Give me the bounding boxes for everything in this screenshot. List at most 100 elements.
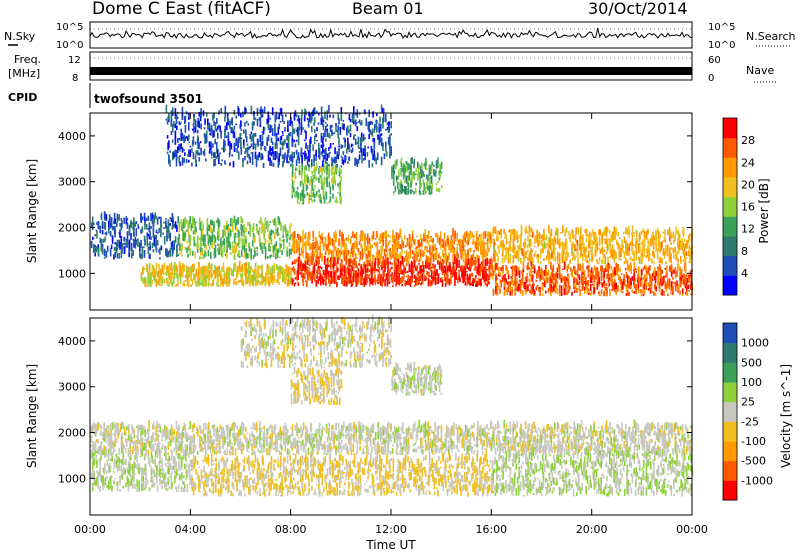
- heatmap-cell: [660, 282, 662, 285]
- heatmap-cell: [246, 278, 249, 284]
- heatmap-cell: [434, 271, 437, 277]
- heatmap-cell: [309, 259, 312, 264]
- heatmap-cell: [397, 259, 400, 267]
- heatmap-cell: [234, 232, 237, 238]
- heatmap-cell: [473, 260, 476, 265]
- heatmap-cell: [208, 282, 211, 286]
- heatmap-cell: [116, 222, 118, 227]
- heatmap-cell: [310, 191, 313, 201]
- heatmap-cell: [172, 265, 175, 271]
- heatmap-cell: [609, 273, 611, 276]
- heatmap-cell: [677, 258, 679, 263]
- heatmap-cell: [507, 273, 510, 277]
- heatmap-cell: [286, 246, 288, 252]
- heatmap-cell: [664, 281, 667, 290]
- heatmap-cell: [498, 285, 500, 290]
- heatmap-cell: [420, 256, 422, 261]
- heatmap-cell: [645, 231, 648, 240]
- heatmap-cell: [327, 243, 329, 251]
- heatmap-cell: [143, 235, 146, 241]
- heatmap-cell: [416, 273, 419, 276]
- heatmap-cell: [189, 235, 191, 244]
- heatmap-cell: [217, 217, 219, 224]
- heatmap-cell: [470, 264, 472, 269]
- heatmap-cell: [201, 277, 203, 280]
- heatmap-cell: [332, 165, 334, 171]
- heatmap-cell: [449, 264, 451, 269]
- heatmap-cell: [183, 283, 186, 286]
- heatmap-cell: [648, 247, 651, 253]
- heatmap-cell: [195, 231, 197, 234]
- heatmap-cell: [467, 267, 470, 271]
- heatmap-cell: [437, 260, 440, 265]
- heatmap-cell: [436, 277, 438, 280]
- heatmap-cell: [371, 278, 374, 286]
- heatmap-cell: [421, 169, 423, 179]
- heatmap-cell: [205, 276, 207, 285]
- heatmap-cell: [661, 289, 663, 296]
- heatmap-cell: [413, 178, 416, 180]
- heatmap-cell: [146, 284, 148, 287]
- heatmap-cell: [165, 118, 168, 121]
- heatmap-cell: [558, 292, 561, 297]
- heatmap-cell: [635, 257, 638, 261]
- heatmap-cell: [302, 265, 304, 270]
- heatmap-cell: [417, 251, 419, 257]
- heatmap-cell: [316, 194, 318, 197]
- heatmap-cell: [293, 246, 296, 255]
- heatmap-cell: [573, 242, 575, 249]
- heatmap-cell: [405, 250, 408, 258]
- heatmap-cell: [304, 273, 306, 280]
- heatmap-cell: [331, 263, 334, 268]
- heatmap-cell: [113, 220, 115, 225]
- heatmap-cell: [355, 272, 358, 274]
- heatmap-cell: [203, 273, 205, 281]
- heatmap-cell: [421, 162, 423, 170]
- heatmap-cell: [473, 251, 475, 255]
- heatmap-cell: [308, 237, 311, 241]
- heatmap-cell: [428, 167, 431, 170]
- heatmap-cell: [604, 257, 607, 261]
- heatmap-cell: [393, 170, 396, 175]
- heatmap-cell: [578, 277, 581, 280]
- heatmap-cell: [520, 231, 523, 237]
- heatmap-cell: [395, 162, 398, 166]
- heatmap-cell: [99, 225, 102, 234]
- heatmap-cell: [170, 110, 173, 114]
- heatmap-cell: [140, 254, 142, 260]
- heatmap-cell: [196, 241, 199, 250]
- heatmap-cell: [496, 237, 498, 241]
- heatmap-cell: [329, 237, 332, 246]
- heatmap-cell: [295, 245, 298, 253]
- heatmap-cell: [688, 261, 691, 263]
- heatmap-cell: [243, 251, 246, 258]
- heatmap-cell: [500, 231, 502, 233]
- heatmap-cell: [339, 229, 341, 237]
- heatmap-cell: [178, 121, 180, 125]
- heatmap-cell: [168, 270, 171, 278]
- heatmap-cell: [672, 231, 675, 239]
- heatmap-cell: [368, 253, 371, 257]
- heatmap-cell: [648, 252, 651, 259]
- heatmap-cell: [473, 279, 476, 283]
- heatmap-cell: [593, 240, 595, 245]
- heatmap-cell: [614, 233, 616, 240]
- heatmap-cell: [511, 277, 513, 281]
- station-title: Dome C East (fitACF): [92, 0, 271, 19]
- heatmap-cell: [539, 251, 542, 259]
- heatmap-cell: [149, 241, 151, 248]
- heatmap-cell: [561, 255, 564, 264]
- heatmap-cell: [192, 250, 194, 256]
- heatmap-cell: [199, 256, 202, 259]
- heatmap-cell: [332, 176, 334, 184]
- heatmap-cell: [655, 233, 657, 242]
- heatmap-cell: [525, 255, 527, 259]
- heatmap-cell: [413, 165, 415, 169]
- heatmap-cell: [402, 279, 404, 282]
- heatmap-cell: [416, 264, 419, 272]
- heatmap-cell: [679, 279, 682, 288]
- heatmap-cell: [491, 273, 494, 280]
- heatmap-cell: [549, 242, 552, 250]
- heatmap-cell: [210, 251, 212, 260]
- heatmap-cell: [269, 245, 271, 251]
